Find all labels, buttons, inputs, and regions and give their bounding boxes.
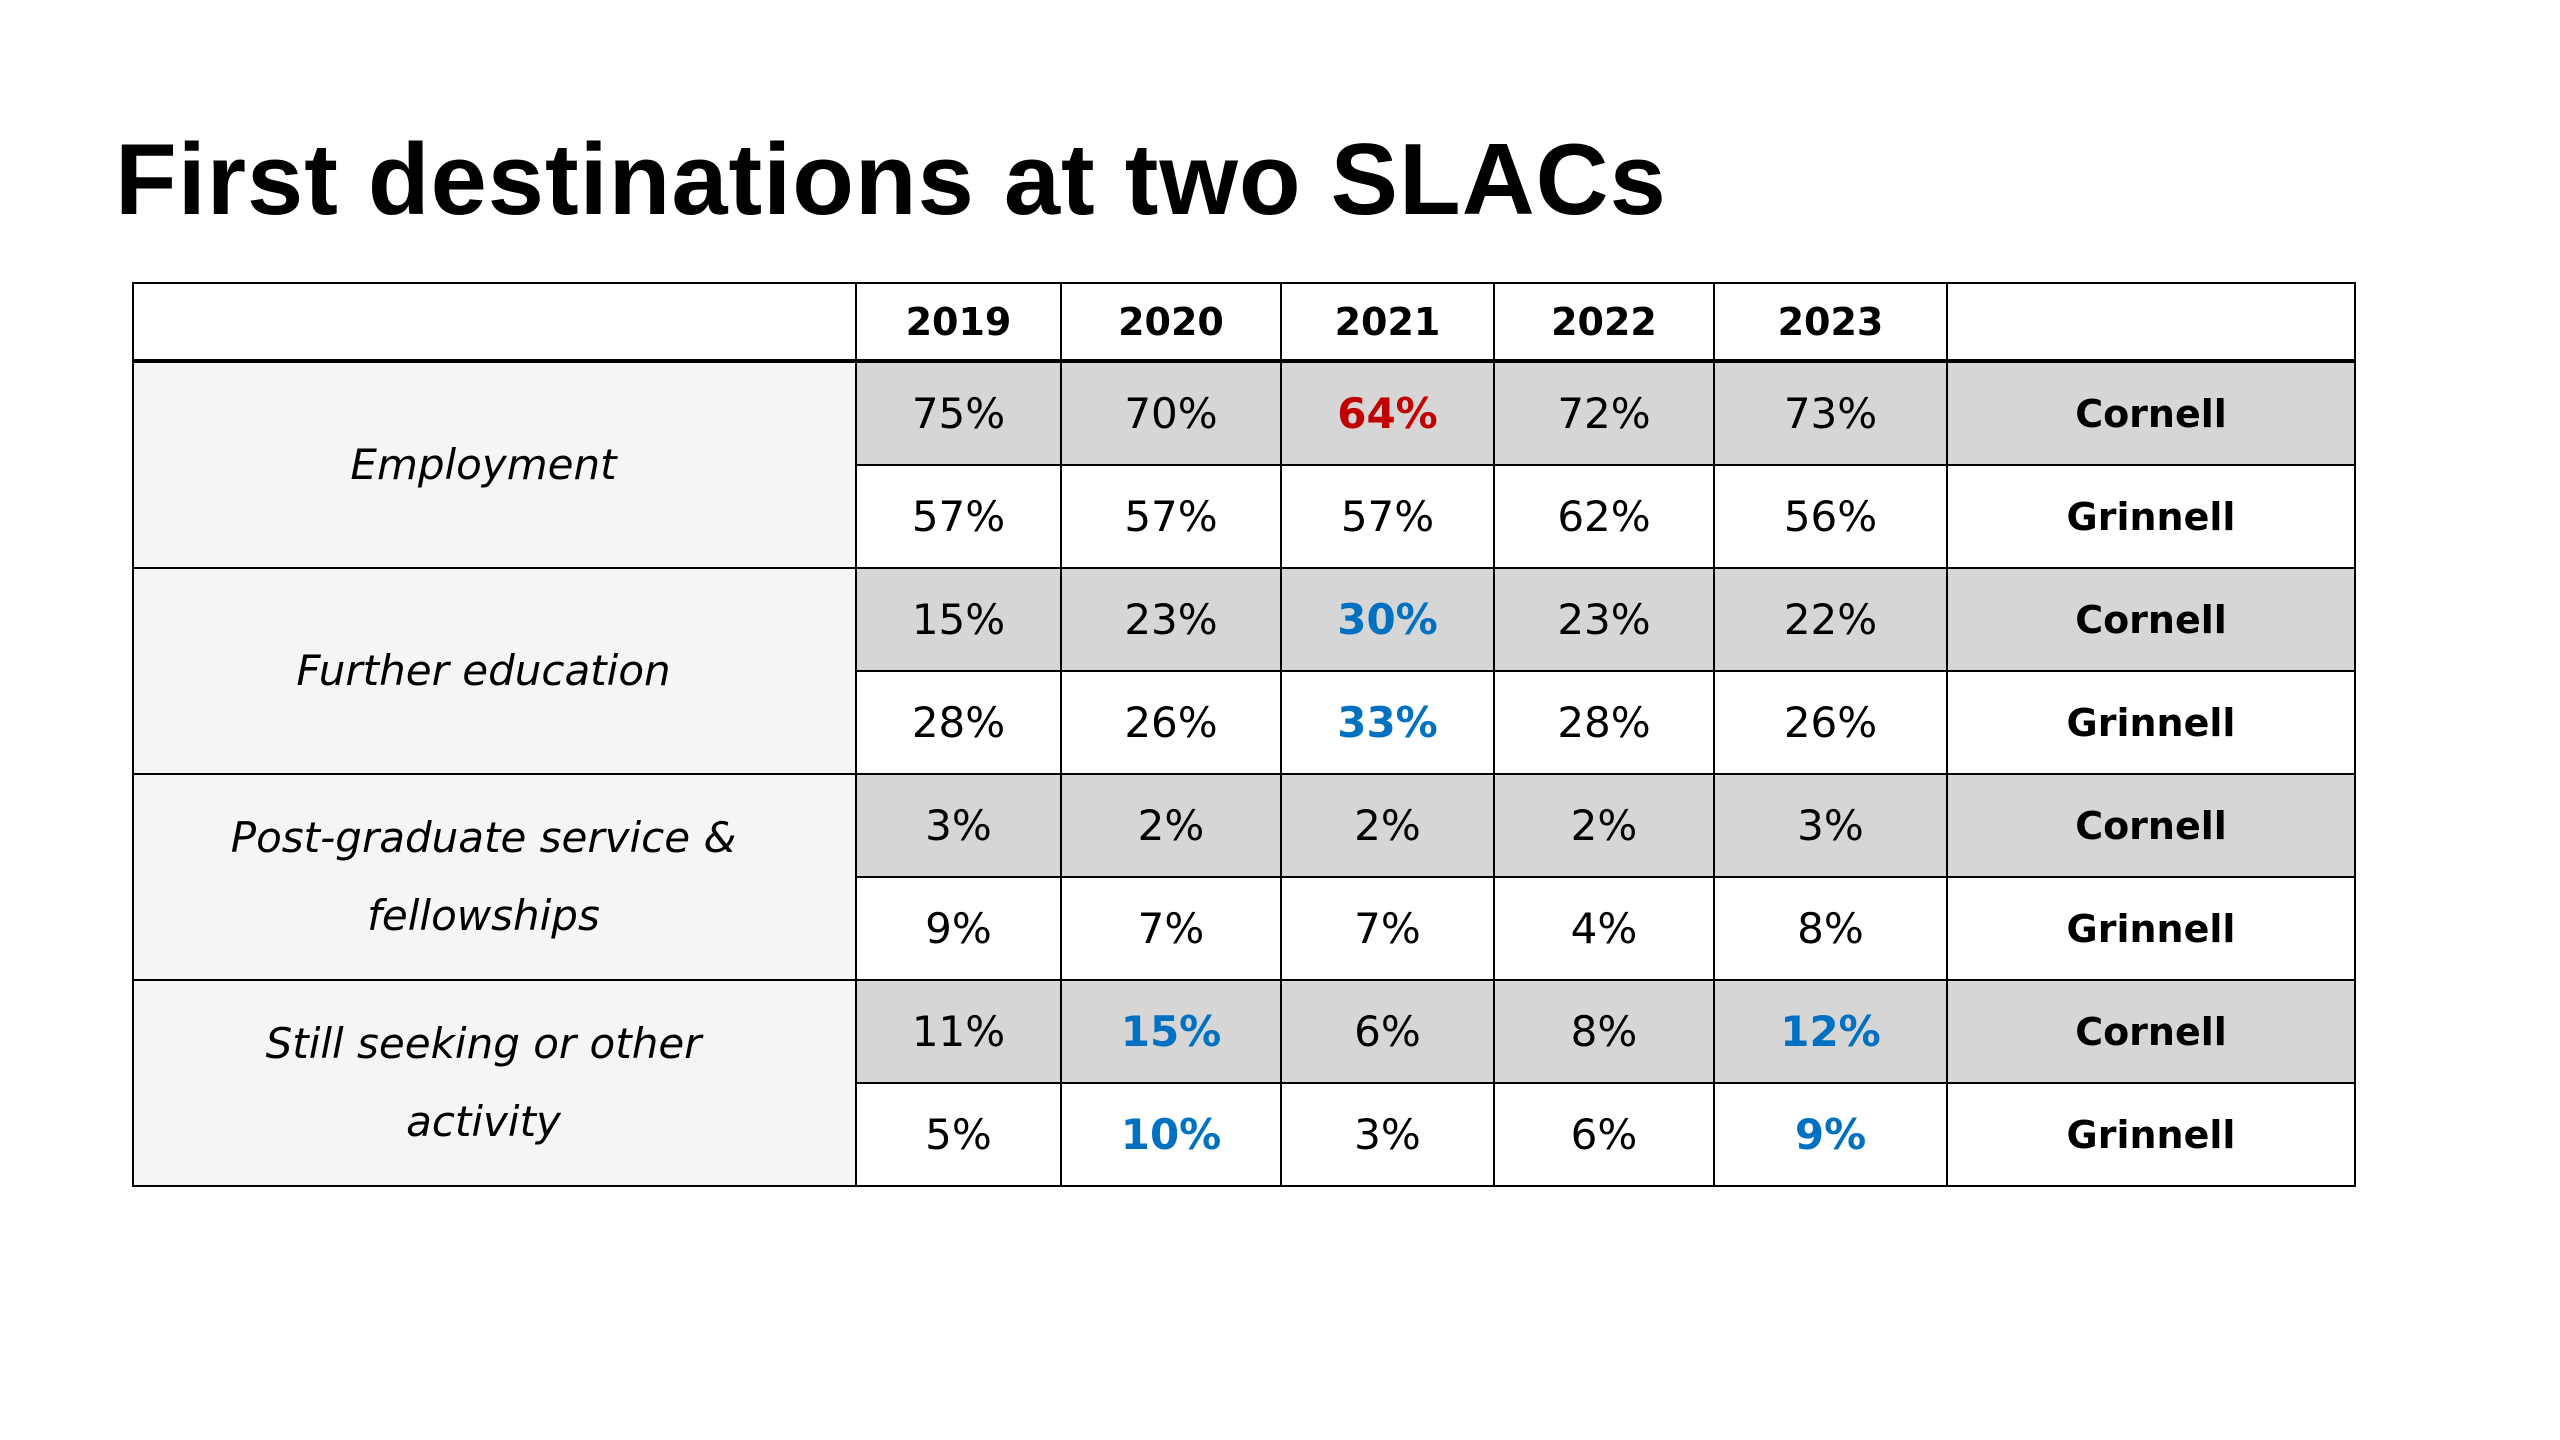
value-cell: 4% (1493, 876, 1715, 981)
value-cell: 28% (1493, 670, 1715, 775)
value-cell: 57% (1280, 464, 1495, 569)
institution-label: Grinnell (1946, 464, 2356, 569)
value-cell: 15% (855, 567, 1062, 672)
value-cell: 3% (855, 773, 1062, 878)
value-cell: 11% (855, 979, 1062, 1084)
value-cell: 28% (855, 670, 1062, 775)
value-cell: 7% (1280, 876, 1495, 981)
value-cell-highlight-blue: 10% (1060, 1082, 1282, 1187)
institution-label: Cornell (1946, 567, 2356, 672)
value-cell-highlight-blue: 30% (1280, 567, 1495, 672)
value-cell: 3% (1713, 773, 1948, 878)
category-post-graduate-service: Post-graduate service & fellowships (132, 773, 857, 981)
value-cell: 8% (1713, 876, 1948, 981)
year-header-2023: 2023 (1713, 282, 1948, 363)
value-cell: 2% (1280, 773, 1495, 878)
value-cell: 2% (1060, 773, 1282, 878)
category-employment: Employment (132, 360, 857, 569)
value-cell-highlight-red: 64% (1280, 360, 1495, 466)
table-row: 9% 7% 7% 4% 8% Grinnell (133, 876, 2356, 981)
year-header-2019: 2019 (855, 282, 1062, 363)
header-row: 2019 2020 2021 2022 2023 (132, 282, 2356, 363)
value-cell: 62% (1493, 464, 1715, 569)
value-cell: 56% (1713, 464, 1948, 569)
category-further-education: Further education (132, 567, 857, 775)
value-cell: 57% (1060, 464, 1282, 569)
value-cell: 26% (1060, 670, 1282, 775)
table-row: 5% 10% 3% 6% 9% Grinnell (133, 1082, 2356, 1187)
value-cell: 9% (855, 876, 1062, 981)
table-row: Post-graduate service & fellowships 3% 2… (132, 773, 2356, 981)
institution-label: Grinnell (1946, 670, 2356, 775)
value-cell: 8% (1493, 979, 1715, 1084)
value-cell: 73% (1713, 360, 1948, 466)
table-row: 28% 26% 33% 28% 26% Grinnell (133, 670, 2356, 775)
value-cell: 72% (1493, 360, 1715, 466)
value-cell: 2% (1493, 773, 1715, 878)
table-row: Employment 75% 70% 64% 72% 73% Cornell (132, 360, 2356, 569)
value-cell: 22% (1713, 567, 1948, 672)
value-cell: 70% (1060, 360, 1282, 466)
institution-label: Cornell (1946, 979, 2356, 1084)
table-row: Still seeking or other activity 11% 15% … (132, 979, 2356, 1187)
category-still-seeking: Still seeking or other activity (132, 979, 857, 1187)
header-blank-cell (132, 282, 857, 363)
value-cell: 23% (1060, 567, 1282, 672)
value-cell: 3% (1280, 1082, 1495, 1187)
year-header-2021: 2021 (1280, 282, 1495, 363)
institution-label: Grinnell (1946, 876, 2356, 981)
value-cell: 7% (1060, 876, 1282, 981)
page-title: First destinations at two SLACs (115, 124, 1667, 236)
value-cell: 57% (855, 464, 1062, 569)
value-cell: 75% (855, 360, 1062, 466)
value-cell: 6% (1493, 1082, 1715, 1187)
value-cell-highlight-blue: 33% (1280, 670, 1495, 775)
value-cell: 5% (855, 1082, 1062, 1187)
value-cell: 23% (1493, 567, 1715, 672)
year-header-2020: 2020 (1060, 282, 1282, 363)
table-row: Further education 15% 23% 30% 23% 22% Co… (132, 567, 2356, 775)
year-header-2022: 2022 (1493, 282, 1715, 363)
institution-label: Cornell (1946, 773, 2356, 878)
first-destinations-table: 2019 2020 2021 2022 2023 Employment 75% … (132, 282, 2356, 1187)
institution-label: Grinnell (1946, 1082, 2356, 1187)
value-cell: 26% (1713, 670, 1948, 775)
header-blank-cell (1946, 282, 2356, 363)
value-cell-highlight-blue: 15% (1060, 979, 1282, 1084)
value-cell: 6% (1280, 979, 1495, 1084)
institution-label: Cornell (1946, 360, 2356, 466)
value-cell-highlight-blue: 9% (1713, 1082, 1948, 1187)
table-row: 57% 57% 57% 62% 56% Grinnell (133, 464, 2356, 569)
value-cell-highlight-blue: 12% (1713, 979, 1948, 1084)
